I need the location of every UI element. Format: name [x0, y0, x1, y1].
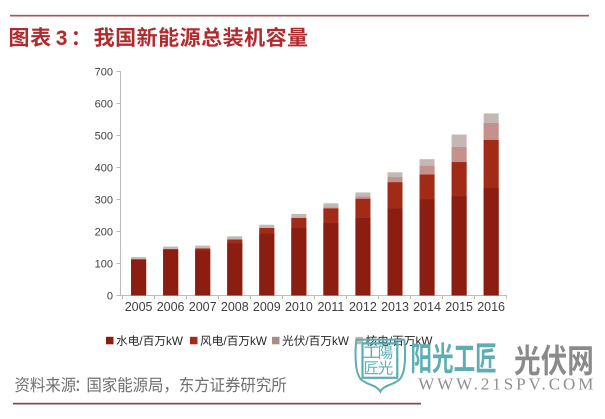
svg-text:WWW.21SPV.COM: WWW.21SPV.COM — [418, 375, 596, 394]
svg-text:300: 300 — [95, 194, 113, 206]
svg-text:3: 3 — [56, 27, 68, 50]
svg-text:kW: kW — [250, 335, 267, 348]
svg-text:2016: 2016 — [477, 300, 505, 314]
svg-text:600: 600 — [95, 98, 113, 110]
svg-text:2008: 2008 — [221, 300, 249, 314]
svg-text:400: 400 — [95, 162, 113, 174]
svg-text:2013: 2013 — [381, 300, 409, 314]
svg-text:0: 0 — [107, 290, 113, 302]
svg-text:kW: kW — [166, 335, 183, 348]
svg-text:2005: 2005 — [125, 300, 153, 314]
svg-text:/: / — [139, 335, 143, 348]
svg-text:700: 700 — [95, 66, 113, 78]
svg-text:/: / — [223, 335, 227, 348]
svg-text:2014: 2014 — [413, 300, 441, 314]
svg-text:2012: 2012 — [349, 300, 377, 314]
svg-text:2007: 2007 — [189, 300, 217, 314]
svg-text:/: / — [389, 335, 393, 348]
svg-text:2009: 2009 — [253, 300, 281, 314]
svg-text:2015: 2015 — [445, 300, 473, 314]
svg-text:2010: 2010 — [285, 300, 313, 314]
svg-text:2006: 2006 — [157, 300, 185, 314]
svg-text:100: 100 — [95, 258, 113, 270]
svg-text:200: 200 — [95, 226, 113, 238]
svg-text:kW: kW — [332, 335, 349, 348]
svg-text:2011: 2011 — [317, 300, 344, 314]
svg-text:500: 500 — [95, 130, 113, 142]
svg-text:/: / — [305, 335, 309, 348]
